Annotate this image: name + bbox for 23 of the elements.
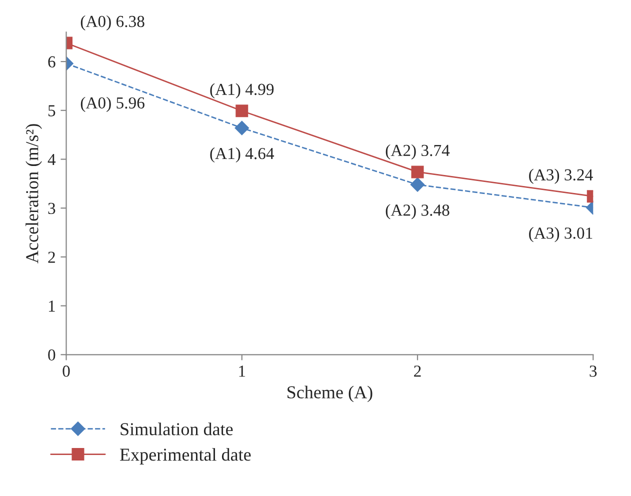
- y-tick-label: 1: [48, 300, 55, 312]
- data-label: (A3) 3.24: [529, 168, 593, 184]
- x-tick-label: 3: [590, 366, 597, 377]
- data-label: (A0) 6.38: [80, 15, 144, 30]
- data-label: (A3) 3.01: [529, 227, 592, 242]
- data-label: (A1) 4.99: [210, 83, 274, 98]
- data-label: (A2) 3.74: [386, 144, 450, 160]
- y-tick-label: 2: [48, 252, 55, 263]
- y-tick-label: 6: [48, 56, 56, 68]
- y-tick-label: 5: [48, 105, 56, 116]
- data-label: (A0) 5.96: [80, 96, 144, 112]
- x-tick-label: 1: [239, 366, 246, 377]
- legend-label: Experimental date: [120, 448, 251, 464]
- data-label: (A2) 3.48: [386, 204, 450, 220]
- x-tick-label: 0: [62, 366, 70, 377]
- data-label: (A1) 4.64: [210, 147, 274, 163]
- y-tick-label: 4: [48, 154, 56, 166]
- y-tick-label: 3: [48, 202, 56, 214]
- x-tick-label: 2: [414, 366, 421, 377]
- y-axis-title: Acceleration (m/s²): [26, 124, 42, 264]
- y-tick-label: 0: [48, 349, 56, 361]
- legend-label: Simulation date: [120, 422, 233, 436]
- x-axis-title: Scheme (A): [288, 386, 372, 402]
